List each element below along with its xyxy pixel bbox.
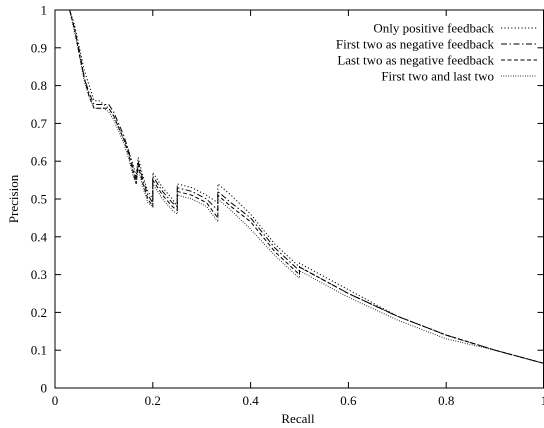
y-tick-label: 0.5 (31, 192, 47, 207)
y-tick-label: 1 (41, 3, 48, 18)
x-tick-label: 1 (541, 393, 544, 408)
legend-label: Last two as negative feedback (337, 53, 494, 68)
y-tick-label: 0.2 (31, 305, 47, 320)
x-tick-label: 0.6 (340, 393, 357, 408)
y-tick-label: 0.4 (31, 229, 48, 244)
legend-label: Only positive feedback (373, 21, 494, 36)
series-line-2 (69, 9, 544, 364)
series-layer (69, 9, 544, 364)
ticks-layer: 0 0.2 0.4 0.6 0.8 1 0 0.1 0.2 0.3 0.4 0.5 0.6 0.7 0.8 0… (31, 3, 544, 408)
legend-label: First two and last two (381, 69, 494, 84)
y-axis-label: Precision (6, 174, 21, 223)
y-tick-label: 0.8 (31, 78, 47, 93)
x-tick-label: 0.2 (145, 393, 161, 408)
x-tick-label: 0 (52, 393, 59, 408)
y-tick-label: 0.3 (31, 267, 47, 282)
y-tick-label: 0.7 (31, 116, 48, 131)
x-tick-label: 0.8 (438, 393, 454, 408)
series-line-3 (69, 9, 544, 364)
series-line-4 (69, 9, 544, 364)
y-tick-label: 0.6 (31, 154, 48, 169)
y-tick-label: 0.9 (31, 40, 47, 55)
x-tick-label: 0.4 (242, 393, 259, 408)
x-axis-label: Recall (281, 411, 315, 426)
y-tick-label: 0.1 (31, 343, 47, 358)
y-tick-label: 0 (41, 381, 48, 396)
legend-label: First two as negative feedback (336, 37, 495, 52)
